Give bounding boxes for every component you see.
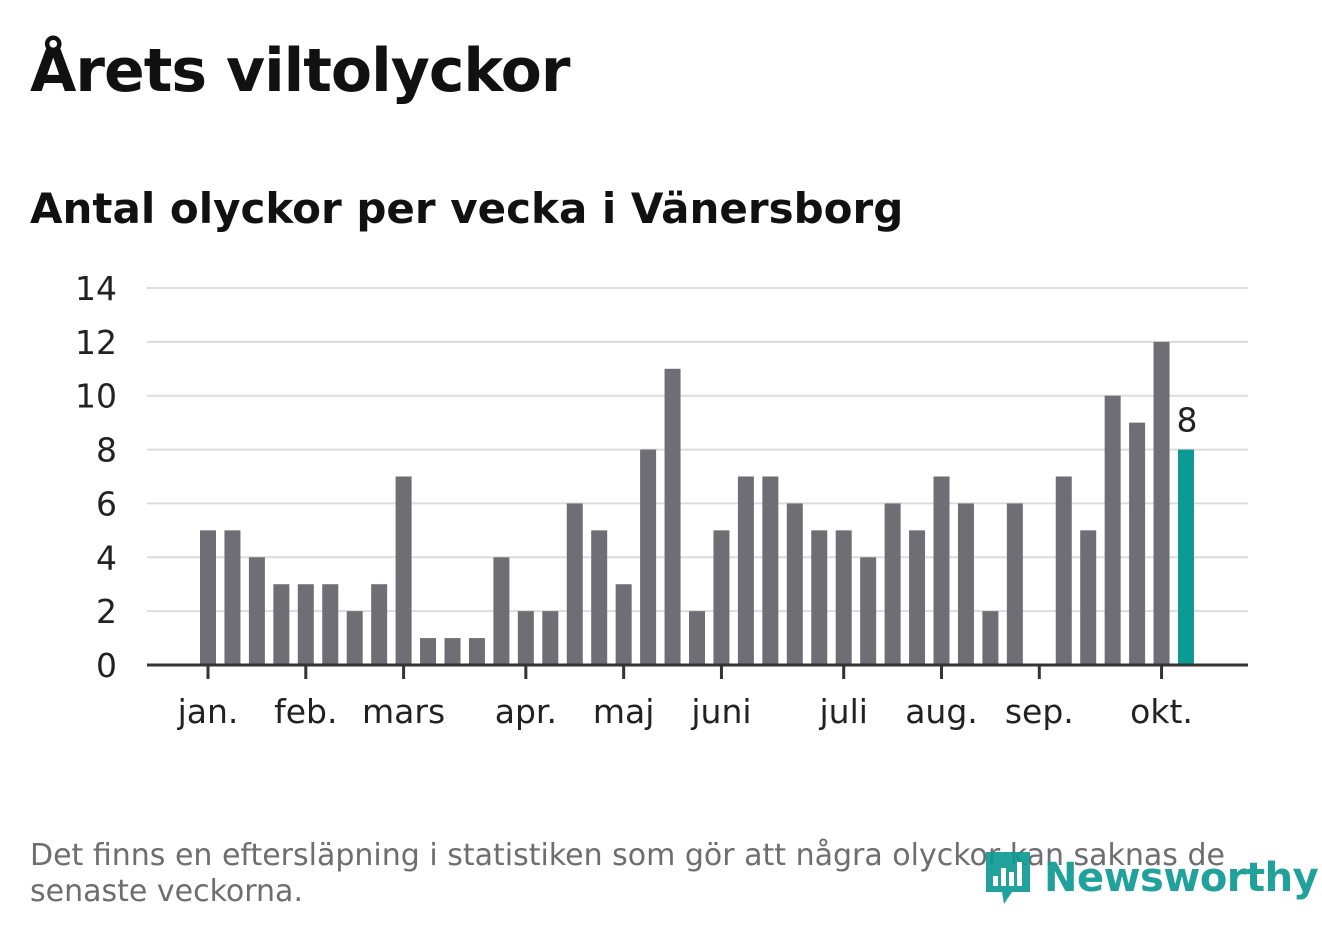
bar-week-14	[517, 611, 534, 665]
y-tick-label-12: 12	[75, 323, 117, 362]
bar-week-24	[762, 476, 779, 665]
x-tick-label-apr.: apr.	[495, 692, 557, 731]
bars	[200, 341, 1194, 665]
x-tick-label-juli: juli	[818, 692, 867, 731]
bar-week-26	[811, 530, 828, 665]
y-tick-label-10: 10	[75, 377, 117, 416]
y-tick-label-0: 0	[96, 646, 117, 685]
logo-text: Newsworthy	[1044, 855, 1319, 901]
bar-week-9	[395, 476, 412, 665]
bar-week-13	[493, 557, 510, 665]
bar-week-28	[860, 557, 877, 665]
bar-week-38	[1104, 395, 1121, 665]
x-tick-label-mars: mars	[362, 692, 445, 731]
x-tick-label-okt.: okt.	[1130, 692, 1193, 731]
bar-week-21	[689, 611, 705, 665]
bar-week-37	[1080, 530, 1097, 665]
x-tick-label-aug.: aug.	[905, 692, 978, 731]
bar-week-29	[884, 503, 901, 665]
bar-week-11	[444, 638, 461, 665]
bar-week-10	[420, 638, 437, 665]
x-tick-label-sep.: sep.	[1005, 692, 1074, 731]
newsworthy-logo-icon	[986, 852, 1030, 904]
data-label-highlight: 8	[1177, 401, 1198, 440]
y-tick-label-6: 6	[96, 484, 117, 523]
bar-week-12	[468, 638, 485, 665]
bar-week-20	[664, 368, 681, 665]
x-tick-labels: jan. feb. mars apr. maj juni juli aug. sep. okt.	[177, 692, 1193, 731]
bar-week-17	[591, 530, 608, 665]
bar-week-25	[786, 503, 803, 665]
bar-week-34	[1006, 503, 1023, 665]
y-tick-label-14: 14	[75, 269, 117, 308]
chart-title: Årets viltolyckor	[30, 36, 570, 106]
y-tick-label-2: 2	[96, 592, 117, 631]
bar-week-40	[1153, 341, 1170, 665]
bar-week-6	[322, 584, 339, 665]
y-tick-label-4: 4	[96, 538, 117, 577]
bar-week-36	[1055, 476, 1072, 665]
bar-week-18	[615, 584, 632, 665]
bar-week-33	[982, 611, 999, 665]
chart-subtitle: Antal olyckor per vecka i Vänersborg	[30, 184, 904, 233]
bar-week-27	[835, 530, 852, 665]
x-tick-label-feb.: feb.	[274, 692, 337, 731]
bar-week-32	[957, 503, 974, 665]
bar-week-8	[371, 584, 388, 665]
bar-week-31	[933, 476, 950, 665]
newsworthy-logo: Newsworthy	[982, 848, 1319, 908]
bar-week-2	[224, 530, 241, 665]
x-axis	[147, 663, 1248, 679]
data-labels: 8	[1177, 401, 1198, 440]
bar-week-19	[640, 449, 657, 665]
x-tick-label-maj: maj	[593, 692, 655, 731]
bar-week-23	[737, 476, 754, 665]
bar-week-39	[1129, 422, 1146, 665]
bar-week-22	[713, 530, 730, 665]
bar-week-15	[542, 611, 559, 665]
bar-week-7	[346, 611, 363, 665]
bar-week-4	[273, 584, 290, 665]
y-tick-labels: 0 2 4 6 8 10 12 14	[75, 269, 117, 685]
x-tick-label-juni: juni	[690, 692, 751, 731]
bar-week-3	[248, 557, 265, 665]
bar-chart: 0 2 4 6 8 10 12 14 jan. feb. mars apr. maj juni juli a…	[75, 269, 1248, 731]
bar-week-16	[566, 503, 583, 665]
x-tick-label-jan.: jan.	[177, 692, 239, 731]
y-tick-label-8: 8	[96, 431, 117, 470]
bar-week-30	[909, 530, 926, 665]
bar-week-5	[297, 584, 314, 665]
bar-week-1	[200, 530, 216, 665]
bar-week-41	[1178, 449, 1194, 665]
